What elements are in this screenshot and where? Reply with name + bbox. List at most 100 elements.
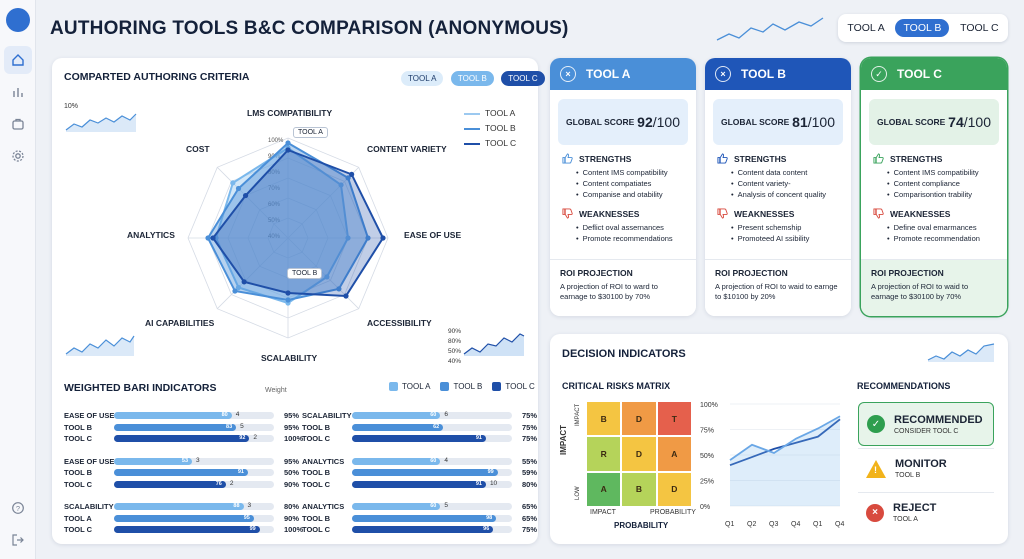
radar-point xyxy=(232,288,238,294)
weighted-bar-percent: 75% xyxy=(522,422,538,432)
strengths-heading: STRENGTHS xyxy=(717,153,851,164)
risk-matrix-cell[interactable]: B xyxy=(587,402,621,436)
weighted-bar-weight: 3 xyxy=(196,456,200,464)
check-icon: ✓ xyxy=(867,415,885,433)
weighted-bar-fill: 60 xyxy=(352,457,441,465)
weighted-bar-value: 96 xyxy=(483,526,490,532)
roi-text: A projection of ROI to waid to earnge to… xyxy=(715,282,838,301)
thumbs-up-icon xyxy=(562,153,573,164)
recommendation-item[interactable]: ✓ RECOMMENDED CONSIDER TOOL C xyxy=(858,402,994,446)
decision-sparkline xyxy=(927,343,995,362)
weighted-bar-label: TOOL B xyxy=(64,468,93,477)
weighted-bar-fill: 80 xyxy=(114,412,232,419)
chip-tool-a[interactable]: TOOL A xyxy=(401,71,444,86)
settings-icon[interactable] xyxy=(4,142,32,170)
weighted-bar-row: TOOL B 91 50% xyxy=(64,467,299,478)
radar-spoke xyxy=(217,167,289,239)
weighted-bar-value: 91 xyxy=(475,435,482,441)
chip-tool-c[interactable]: TOOL C xyxy=(501,71,545,86)
toggle-tool-a[interactable]: TOOL A xyxy=(847,22,885,34)
recommendation-sub: TOOL B xyxy=(895,472,921,479)
weighted-bar-fill: 83 xyxy=(114,423,237,431)
line-x-tick: Q4 xyxy=(791,521,800,528)
thumbs-up-icon xyxy=(873,153,884,164)
briefcase-icon[interactable] xyxy=(4,110,32,138)
matrix-x-low: IMPACT xyxy=(590,509,616,516)
tool-card-name: TOOL A xyxy=(586,67,631,81)
chart-icon[interactable] xyxy=(4,78,32,106)
radar-point xyxy=(205,235,211,241)
recommendation-item[interactable]: ! MONITOR TOOL B xyxy=(858,448,994,488)
chip-tool-b[interactable]: TOOL B xyxy=(450,71,494,86)
roi-projection: ROI PROJECTION A projection of ROI to war… xyxy=(550,259,696,316)
weighted-bar-percent: 80% xyxy=(522,479,538,489)
mini-right-sparkline xyxy=(463,333,525,356)
matrix-title: CRITICAL RISKS MATRIX xyxy=(562,381,671,391)
risk-matrix-cell[interactable]: R xyxy=(587,437,621,471)
logout-icon[interactable] xyxy=(4,526,32,554)
weighted-bar-label: TOOL C xyxy=(302,434,331,443)
tag-tool-a: TOOL A xyxy=(293,127,328,138)
weighted-bar-weight: 5 xyxy=(240,422,244,430)
toggle-tool-b[interactable]: TOOL B xyxy=(895,19,950,37)
strength-item: Comparisontion trability xyxy=(887,189,1007,200)
roi-title: ROI PROJECTION xyxy=(871,268,944,278)
weighted-bar-percent: 95% xyxy=(284,456,300,466)
weighted-bar-fill: 88 xyxy=(114,503,244,510)
risk-matrix-cell[interactable]: D xyxy=(622,402,656,436)
risk-matrix-cell[interactable]: B xyxy=(622,472,656,506)
axis-label-ease: EASE OF USE xyxy=(404,230,462,240)
global-score-label: GLOBAL SCORE xyxy=(566,117,635,127)
weighted-bar-track: 99 xyxy=(352,469,512,476)
weighted-bar-label: SCALABILITY xyxy=(302,411,352,420)
weighted-bar-fill: 91 xyxy=(352,480,486,488)
weighted-bar-track: 91 xyxy=(352,480,512,488)
global-score-value: 74/100 xyxy=(948,114,991,130)
roi-projection: ROI PROJECTION A projection of ROI to wai… xyxy=(861,259,1007,316)
axis-label-analytics: ANALYTICS xyxy=(127,230,175,240)
axis-label-cost: COST xyxy=(186,144,210,154)
radar-point xyxy=(230,180,236,186)
weighted-bar-label: ANALYTICS xyxy=(302,456,345,466)
radar-point xyxy=(285,297,291,303)
weighted-bar-value: 98 xyxy=(486,514,493,521)
weighted-bar-value: 95 xyxy=(243,514,250,521)
matrix-impact-label: IMPACT xyxy=(559,424,568,455)
toggle-tool-c[interactable]: TOOL C xyxy=(960,22,999,34)
recommendation-item[interactable]: × REJECT TOOL A xyxy=(858,492,994,532)
weighted-bar-weight: 2 xyxy=(229,479,234,487)
weighted-bar-row: TOOL C 92 2 100% xyxy=(64,433,303,444)
weight-label: Weight xyxy=(265,387,287,394)
risk-matrix-cell[interactable]: A xyxy=(657,437,691,471)
weighted-bar-value: 80 xyxy=(221,412,228,418)
risk-matrix-cell[interactable]: A xyxy=(587,472,621,506)
axis-label-ai: AI CAPABILITIES xyxy=(145,318,215,328)
weighted-bar-label: TOOL B xyxy=(302,513,331,523)
risk-matrix-cell[interactable]: T xyxy=(657,402,691,436)
radar-chart: 100%90%80%70%60%50%40% xyxy=(187,137,389,339)
weighted-bar-fill: 60 xyxy=(352,503,441,510)
help-icon[interactable]: ? xyxy=(4,494,32,522)
tool-card-name: TOOL C xyxy=(897,67,942,81)
home-icon[interactable] xyxy=(4,46,32,74)
strength-item: Analysis of concent quality xyxy=(731,189,851,200)
line-y-tick: 0% xyxy=(700,504,710,511)
axis-label-scalability: SCALABILITY xyxy=(261,353,318,363)
weighted-bar-weight: 4 xyxy=(444,456,448,464)
weighted-bar-fill: 95 xyxy=(114,514,254,522)
criteria-title: COMPARTED AUTHORING CRITERIA xyxy=(64,71,250,83)
axis-label-content: CONTENT VARIETY xyxy=(367,144,447,154)
weighted-bar-percent: 95% xyxy=(284,411,300,420)
weighted-bar-weight: 6 xyxy=(444,411,448,418)
radar-tick-label: 100% xyxy=(268,138,284,144)
risk-matrix-cell[interactable]: D xyxy=(657,472,691,506)
roi-projection: ROI PROJECTION A projection of ROI to wai… xyxy=(705,259,851,316)
weighted-bar-value: 91 xyxy=(475,480,482,487)
line-y-tick: 50% xyxy=(700,453,714,460)
weighted-bar-label: TOOL C xyxy=(64,479,93,489)
mini-left-label: 10% xyxy=(64,103,79,110)
risk-matrix-cell[interactable]: D xyxy=(622,437,656,471)
